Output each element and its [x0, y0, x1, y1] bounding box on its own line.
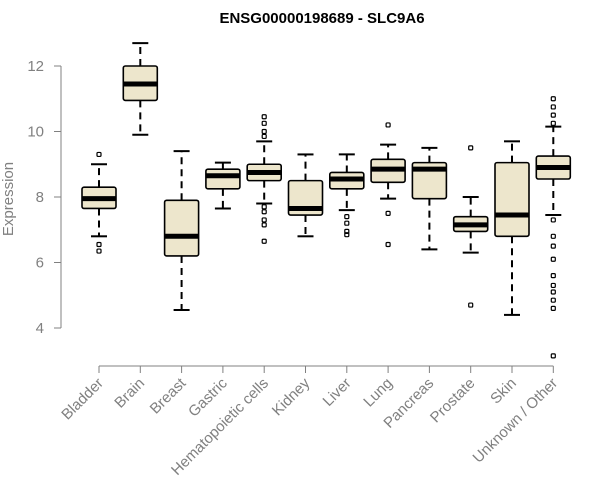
box-pancreas: [411, 146, 448, 251]
outlier-point: [550, 282, 556, 289]
outlier-point: [550, 289, 556, 295]
outlier-point: [385, 241, 391, 248]
outlier-point: [261, 204, 267, 210]
box-unknown-other: [535, 96, 572, 359]
y-tick-label: 10: [27, 124, 44, 141]
outlier-point: [385, 210, 391, 216]
outlier-point: [550, 112, 556, 118]
outlier-point: [261, 238, 267, 244]
iqr-box: [494, 161, 530, 238]
y-tick-label: 6: [36, 255, 44, 272]
y-tick-label: 4: [36, 320, 44, 337]
box-series: [81, 42, 572, 359]
box-breast: [163, 150, 200, 311]
outlier-point: [550, 104, 556, 110]
outlier-point: [261, 128, 267, 135]
outlier-point: [550, 305, 556, 311]
outlier-point: [261, 120, 267, 126]
outlier-point: [468, 302, 474, 308]
outlier-point: [550, 297, 556, 303]
y-tick-label: 8: [36, 189, 44, 206]
outlier-point: [96, 151, 102, 158]
box-liver: [328, 153, 365, 238]
iqr-box: [163, 199, 200, 257]
box-lung: [370, 122, 406, 248]
chart-title: ENSG00000198689 - SLC9A6: [219, 10, 424, 27]
outlier-point: [344, 220, 350, 226]
box-bladder: [81, 151, 117, 254]
box-skin: [494, 140, 530, 316]
outlier-point: [550, 273, 556, 279]
box-prostate: [452, 145, 489, 308]
x-tick-label: Breast: [147, 374, 190, 417]
outlier-point: [550, 256, 556, 262]
outlier-point: [96, 248, 102, 254]
outlier-point: [550, 217, 556, 223]
outlier-point: [261, 222, 267, 228]
outlier-point: [261, 114, 267, 120]
y-tick-label: 12: [27, 58, 44, 75]
outlier-point: [550, 233, 556, 239]
x-tick-label: Lung: [360, 375, 396, 411]
outlier-point: [385, 122, 391, 128]
outlier-point: [550, 120, 556, 126]
outlier-point: [550, 353, 556, 359]
outlier-point: [344, 228, 350, 234]
y-axis: 4 6 8 10 12: [27, 58, 62, 337]
outlier-point: [96, 241, 102, 248]
iqr-box: [205, 168, 241, 190]
x-tick-label: Skin: [487, 375, 520, 408]
x-tick-label: Prostate: [427, 375, 479, 427]
outlier-point: [261, 217, 267, 223]
box-brain: [122, 42, 159, 136]
outlier-point: [261, 133, 267, 140]
outlier-point: [344, 232, 350, 238]
box-gastric: [205, 161, 241, 210]
x-tick-label: Bladder: [58, 375, 107, 424]
x-tick-label: Brain: [111, 375, 148, 412]
outlier-point: [550, 243, 556, 249]
box-hematopoietic-cells: [246, 114, 282, 244]
y-axis-label: Expression: [0, 162, 17, 236]
x-tick-label: Kidney: [269, 374, 314, 419]
outlier-point: [261, 209, 267, 215]
outlier-point: [550, 96, 556, 102]
x-tick-label: Liver: [320, 375, 355, 410]
outlier-point: [468, 145, 474, 151]
outlier-point: [344, 214, 350, 220]
box-kidney: [287, 153, 324, 238]
